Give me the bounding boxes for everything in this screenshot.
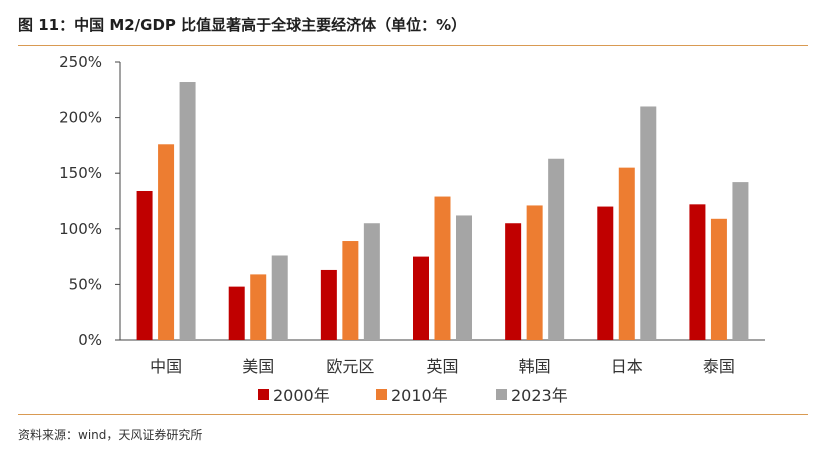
- legend-label: 2023年: [511, 386, 568, 405]
- series-2023年: [179, 82, 749, 341]
- y-tick: 0%: [78, 331, 102, 349]
- x-category-label: 美国: [242, 357, 274, 376]
- legend-item: 2023年: [496, 386, 568, 405]
- y-tick: 150%: [59, 164, 102, 182]
- top-divider: [18, 45, 808, 46]
- bar: [689, 204, 706, 340]
- series-2000年: [136, 190, 706, 340]
- bar: [271, 255, 288, 340]
- y-tick-label: 150%: [59, 164, 102, 182]
- x-category-label: 日本: [611, 357, 643, 376]
- y-axis: 0% 50% 100% 150% 200% 250%: [59, 53, 121, 349]
- bar: [548, 158, 565, 340]
- legend-label: 2000年: [273, 386, 330, 405]
- y-tick: 250%: [59, 53, 102, 71]
- series-2010年: [158, 144, 727, 340]
- bar: [732, 182, 749, 340]
- bar: [250, 274, 267, 340]
- y-tick: 200%: [59, 109, 102, 127]
- x-category-label: 英国: [426, 357, 458, 376]
- y-tick-label: 250%: [59, 53, 102, 71]
- legend-label: 2010年: [391, 386, 448, 405]
- bottom-divider: [18, 414, 808, 415]
- bar: [228, 286, 245, 340]
- x-axis: 中国 美国 欧元区 英国 韩国 日本 泰国: [120, 339, 765, 376]
- y-tick: 50%: [69, 275, 102, 293]
- figure-title: 图 11：中国 M2/GDP 比值显著高于全球主要经济体（单位：%）: [18, 16, 467, 34]
- legend-item: 2010年: [376, 386, 448, 405]
- y-tick-label: 200%: [59, 109, 102, 127]
- bar: [363, 223, 380, 340]
- bar: [640, 106, 657, 340]
- bar: [710, 218, 727, 340]
- x-category-label: 韩国: [519, 357, 551, 376]
- legend-swatch: [258, 389, 269, 400]
- bar: [320, 269, 337, 340]
- x-category-label: 泰国: [703, 357, 735, 376]
- legend: 2000年 2010年 2023年: [258, 386, 568, 405]
- x-category-label: 欧元区: [326, 357, 374, 376]
- legend-item: 2000年: [258, 386, 330, 405]
- bar: [413, 256, 429, 340]
- y-tick: 100%: [59, 220, 102, 238]
- bar: [158, 144, 175, 340]
- x-category-label: 中国: [150, 357, 182, 376]
- bar: [136, 190, 153, 340]
- y-tick-label: 100%: [59, 220, 102, 238]
- bars: [136, 82, 749, 341]
- bar: [434, 196, 451, 340]
- bar: [597, 206, 614, 340]
- y-tick-label: 50%: [69, 275, 102, 293]
- bar: [505, 223, 522, 340]
- source-note: 资料来源：wind，天风证券研究所: [18, 428, 203, 442]
- bar: [342, 241, 359, 340]
- bar: [618, 167, 635, 340]
- bar: [526, 205, 543, 340]
- legend-swatch: [376, 389, 387, 400]
- y-tick-label: 0%: [78, 331, 102, 349]
- legend-swatch: [496, 389, 507, 400]
- bar: [179, 82, 196, 341]
- bar: [456, 215, 472, 340]
